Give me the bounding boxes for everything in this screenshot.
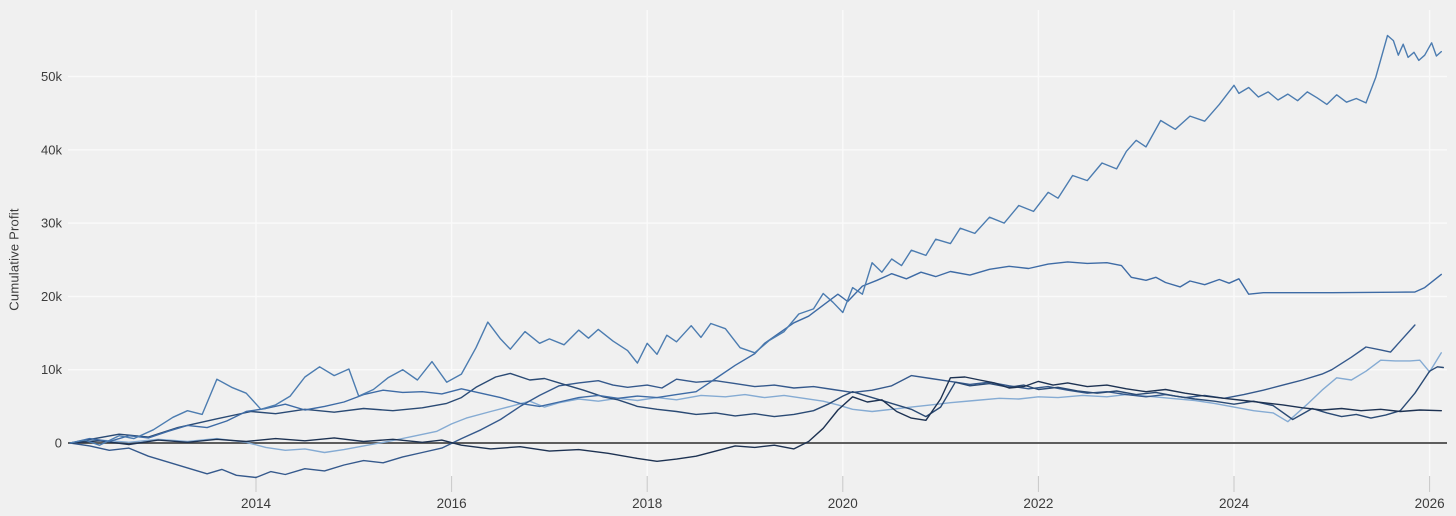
- x-tick-label: 2024: [1219, 496, 1250, 511]
- x-tick-label: 2016: [437, 496, 467, 511]
- series-line-6-light-blue[interactable]: [69, 352, 1443, 454]
- x-tick-label: 2022: [1023, 496, 1053, 511]
- x-tick-label: 2014: [241, 496, 272, 511]
- y-tick-label: 0: [55, 436, 62, 451]
- y-tick-label: 10k: [41, 362, 62, 377]
- series-line-2-steel-blue-flat[interactable]: [69, 261, 1443, 444]
- series-line-1-steel-blue-main[interactable]: [69, 34, 1443, 446]
- y-tick-label: 20k: [41, 289, 62, 304]
- series-line-5-darkest-navy[interactable]: [69, 376, 1443, 462]
- y-tick-label: 30k: [41, 216, 62, 231]
- y-tick-label: 50k: [41, 69, 62, 84]
- series-line-4-dark-navy[interactable]: [69, 366, 1445, 444]
- y-tick-label: 40k: [41, 142, 62, 157]
- x-tick-label: 2018: [632, 496, 662, 511]
- x-tick-label: 2026: [1415, 496, 1445, 511]
- x-tick-label: 2020: [828, 496, 858, 511]
